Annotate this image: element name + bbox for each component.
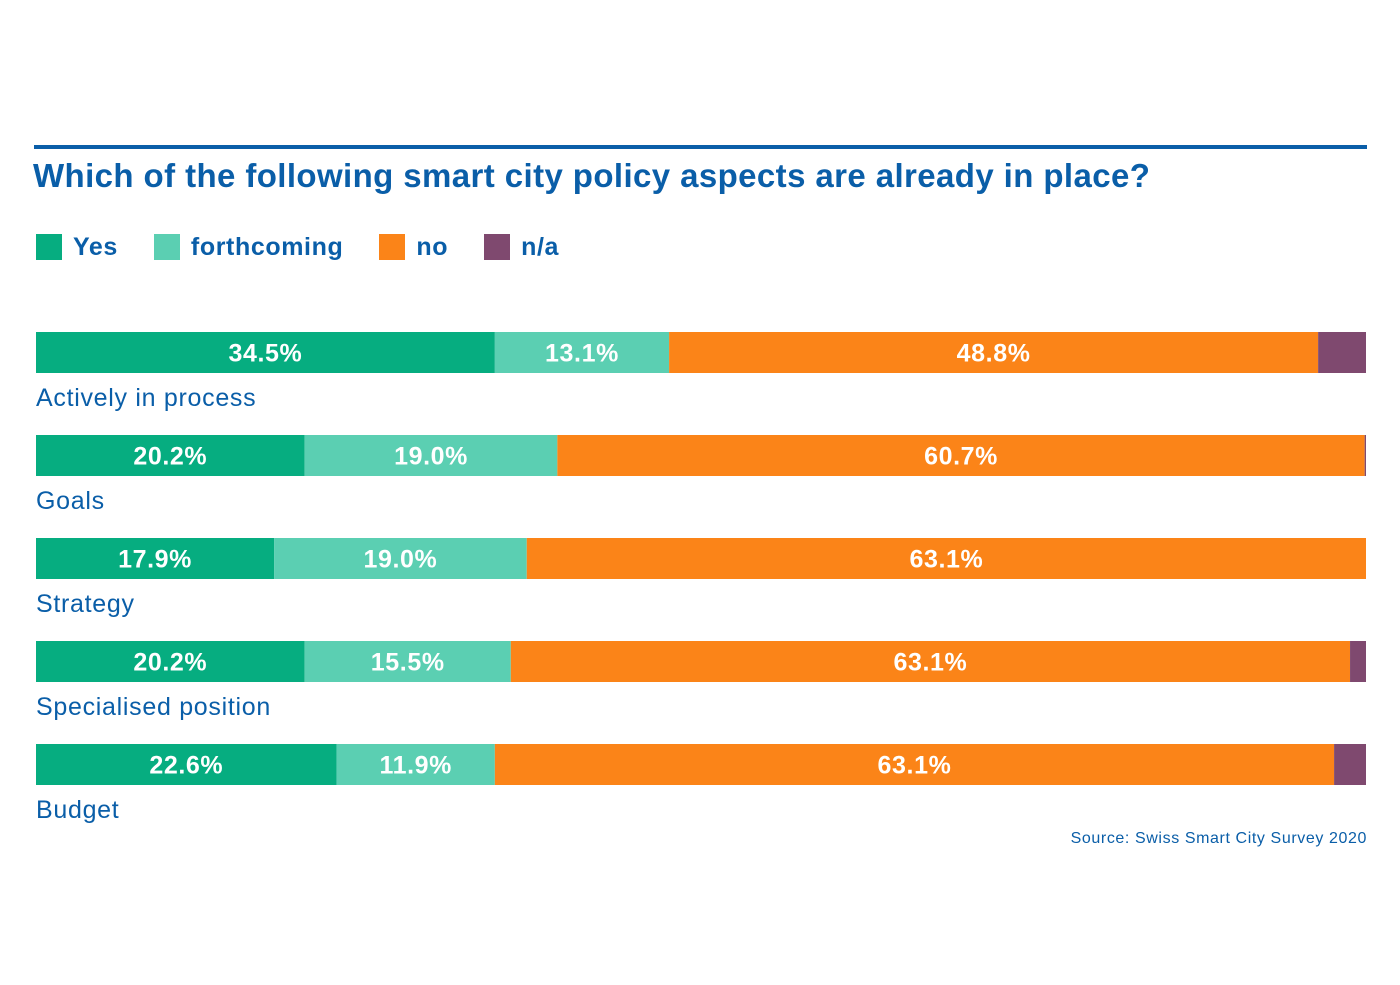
- bar-segment-forthcoming-4: [336, 744, 495, 785]
- data-label-no-3: 63.1%: [893, 649, 967, 677]
- bar-segment-no-4: [494, 744, 1335, 785]
- chart-title: Which of the following smart city policy…: [33, 157, 1151, 194]
- data-label-Yes-0: 34.5%: [228, 340, 302, 368]
- legend-label-no: no: [416, 232, 449, 261]
- data-label-forthcoming-3: 15.5%: [371, 649, 445, 677]
- bar-segment-forthcoming-0: [494, 332, 670, 373]
- legend-item-yes: Yes: [36, 233, 118, 262]
- data-label-Yes-3: 20.2%: [133, 649, 207, 677]
- data-label-no-1: 60.7%: [924, 443, 998, 471]
- legend: Yes forthcoming no n/a: [36, 232, 595, 262]
- legend-swatch-forthcoming: [153, 234, 180, 260]
- bar-segment-Yes-0: [36, 332, 495, 373]
- bar-segment-na-1: [1364, 435, 1366, 476]
- bar-segment-na-0: [1318, 332, 1366, 373]
- data-label-forthcoming-4: 11.9%: [379, 752, 452, 780]
- data-label-forthcoming-1: 19.0%: [394, 443, 468, 471]
- category-label-3: Specialised position: [36, 693, 271, 721]
- category-label-2: Strategy: [36, 590, 135, 618]
- bar-segment-no-3: [510, 641, 1351, 682]
- bar-segment-Yes-3: [36, 641, 305, 682]
- category-label-1: Goals: [36, 487, 105, 515]
- bar-segment-na-4: [1334, 744, 1366, 785]
- data-label-no-4: 63.1%: [878, 752, 952, 780]
- data-label-forthcoming-2: 19.0%: [363, 546, 437, 574]
- bar-segment-na-3: [1350, 641, 1366, 682]
- category-label-4: Budget: [36, 796, 119, 824]
- bar-segment-forthcoming-2: [274, 538, 527, 579]
- title-rule: [34, 145, 1367, 149]
- data-label-no-0: 48.8%: [957, 340, 1031, 368]
- bar-segment-Yes-1: [36, 435, 305, 476]
- legend-swatch-no: [379, 234, 406, 260]
- bar-segment-Yes-2: [36, 538, 275, 579]
- legend-item-na: n/a: [484, 233, 559, 262]
- legend-swatch-na: [484, 234, 511, 260]
- legend-item-no: no: [379, 233, 448, 262]
- bar-segment-Yes-4: [36, 744, 337, 785]
- data-label-Yes-2: 17.9%: [118, 546, 192, 574]
- data-label-forthcoming-0: 13.1%: [545, 340, 619, 368]
- bar-segment-forthcoming-3: [304, 641, 511, 682]
- source-note: Source: Swiss Smart City Survey 2020: [1070, 830, 1367, 847]
- bar-segment-forthcoming-1: [304, 435, 558, 476]
- legend-item-forthcoming: forthcoming: [153, 232, 344, 262]
- bar-segment-no-0: [669, 332, 1319, 373]
- legend-swatch-yes: [36, 234, 62, 260]
- legend-label-forthcoming: forthcoming: [190, 232, 344, 261]
- legend-label-yes: Yes: [73, 232, 118, 261]
- data-label-Yes-4: 22.6%: [149, 752, 223, 780]
- data-label-Yes-1: 20.2%: [133, 443, 207, 471]
- legend-label-na: n/a: [521, 232, 559, 261]
- bar-segment-no-2: [526, 538, 1366, 579]
- bar-segment-no-1: [557, 435, 1365, 476]
- category-label-0: Actively in process: [36, 384, 256, 412]
- data-label-no-2: 63.1%: [909, 546, 983, 574]
